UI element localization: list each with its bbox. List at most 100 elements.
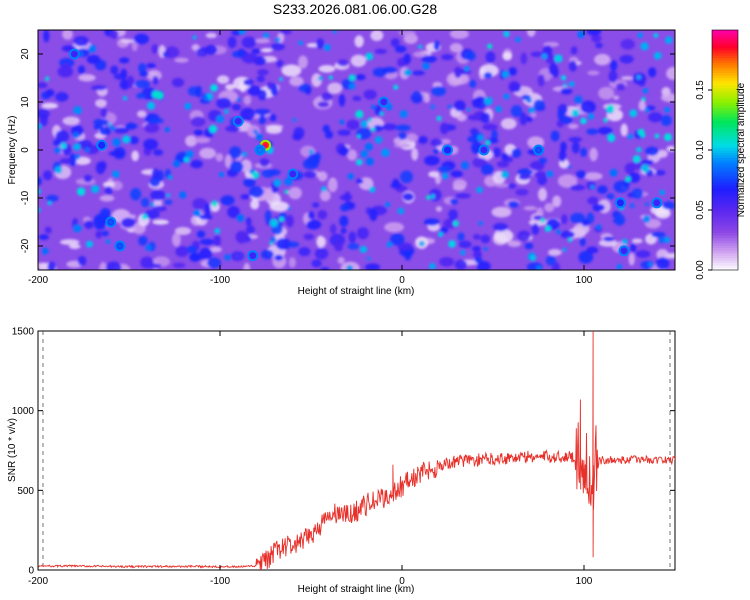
heatmap-hotspot — [452, 220, 459, 227]
colorbar-strip — [712, 247, 738, 251]
heatmap-cell — [614, 213, 625, 226]
heatmap-hotspot — [477, 134, 485, 142]
heatmap-cell — [134, 79, 151, 89]
heatmap-trough — [620, 76, 634, 81]
heatmap-trough — [69, 243, 81, 249]
heatmap-cell — [139, 71, 149, 77]
heatmap-hotspot — [218, 171, 225, 178]
heatmap-cell — [448, 209, 458, 221]
heatmap-peak — [254, 144, 266, 156]
heatmap-cell — [570, 46, 578, 55]
heatmap-trough — [281, 64, 302, 77]
heatmap-hotspot — [279, 77, 283, 81]
colorbar-strip — [712, 137, 738, 141]
heatmap-hotspot — [541, 53, 548, 60]
heatmap-cell — [437, 166, 452, 173]
heatmap-peak-core — [618, 201, 623, 205]
heatmap-peak-core — [482, 148, 486, 152]
heatmap-cell — [631, 188, 643, 199]
heatmap-cell — [467, 114, 481, 121]
heatmap-cell — [316, 38, 325, 50]
colorbar-strip — [712, 45, 738, 49]
heatmap-trough — [172, 232, 181, 247]
heatmap-cell — [193, 129, 204, 136]
heatmap-cell — [229, 146, 242, 159]
heatmap-hotspot — [386, 241, 393, 248]
heatmap-cell — [133, 33, 150, 45]
colorbar-strip — [712, 160, 738, 164]
heatmap-hotspot — [503, 93, 510, 100]
heatmap-hotspot — [185, 150, 194, 158]
heatmap-cell — [483, 72, 493, 79]
heatmap-hotspot — [554, 54, 563, 63]
colorbar-strip — [712, 257, 738, 261]
spectrogram-x-axis: -200 -100 0 100 — [28, 30, 593, 286]
heatmap-cell — [93, 118, 109, 126]
heatmap-peak-core — [536, 148, 541, 152]
heatmap-cell — [229, 160, 244, 173]
x-tick-label: -100 — [210, 576, 230, 587]
colorbar-strip — [712, 120, 738, 124]
heatmap-hotspot — [476, 186, 483, 194]
heatmap-hotspot — [436, 115, 442, 121]
heatmap-cell — [69, 153, 77, 167]
heatmap-cell — [645, 146, 659, 156]
colorbar-strip — [712, 132, 738, 136]
snr-panel: -200 -100 0 100 0 500 1000 1500 Height of stra… — [7, 327, 676, 595]
heatmap-cell — [660, 114, 672, 126]
heatmap-hotspot — [73, 143, 81, 151]
colorbar-strip — [712, 250, 738, 254]
heatmap-cell — [575, 170, 587, 179]
colorbar-strip — [712, 117, 738, 121]
heatmap-peak — [651, 197, 663, 209]
heatmap-cell — [520, 52, 528, 65]
heatmap-cell — [647, 112, 663, 123]
heatmap-cell — [276, 59, 284, 68]
heatmap-hotspot — [167, 175, 173, 180]
y-tick-label: 10 — [20, 96, 31, 108]
heatmap-cell — [55, 130, 70, 143]
colorbar-strip — [712, 70, 738, 74]
heatmap-hotspot — [112, 170, 120, 179]
colorbar-strip — [712, 217, 738, 221]
heatmap-trough — [318, 65, 336, 73]
heatmap-cell — [431, 86, 446, 97]
colorbar-strip — [712, 222, 738, 226]
heatmap-cell — [138, 235, 148, 246]
heatmap-hotspot — [85, 147, 90, 153]
heatmap-hotspot — [105, 239, 111, 245]
heatmap-cell — [207, 257, 222, 269]
heatmap-hotspot — [360, 120, 369, 128]
heatmap-cell — [630, 243, 637, 253]
colorbar-strip — [712, 220, 738, 224]
heatmap-hotspot — [359, 245, 368, 254]
heatmap-cell — [469, 79, 477, 88]
y-tick-label: 500 — [17, 486, 34, 497]
colorbar-strip — [712, 200, 738, 204]
heatmap-hotspot — [348, 74, 356, 82]
heatmap-cell — [279, 30, 292, 35]
heatmap-cell — [266, 82, 274, 90]
heatmap-hotspot — [425, 195, 431, 200]
heatmap-cell — [394, 45, 407, 53]
heatmap-hotspot — [47, 200, 52, 206]
colorbar-label: Normalized spectral amplitude — [736, 82, 747, 217]
heatmap-hotspot — [275, 36, 281, 43]
heatmap-cell — [257, 69, 269, 76]
heatmap-hotspot — [500, 170, 509, 179]
heatmap-hotspot — [609, 168, 618, 177]
heatmap-hotspot — [580, 117, 587, 125]
spectrogram-x-label: Height of straight line (km) — [298, 286, 415, 297]
snr-y-label: SNR (10 * v/v) — [7, 418, 18, 482]
colorbar-strip — [712, 262, 738, 266]
colorbar-strip — [712, 265, 738, 269]
heatmap-trough — [384, 222, 404, 233]
heatmap-trough — [370, 30, 384, 42]
colorbar-strip — [712, 177, 738, 181]
heatmap-cell — [339, 215, 349, 227]
heatmap-hotspot — [333, 30, 337, 34]
heatmap-cell — [570, 184, 586, 191]
heatmap-hotspot — [269, 218, 279, 228]
heatmap-hotspot — [663, 133, 672, 142]
colorbar-strip — [712, 185, 738, 189]
